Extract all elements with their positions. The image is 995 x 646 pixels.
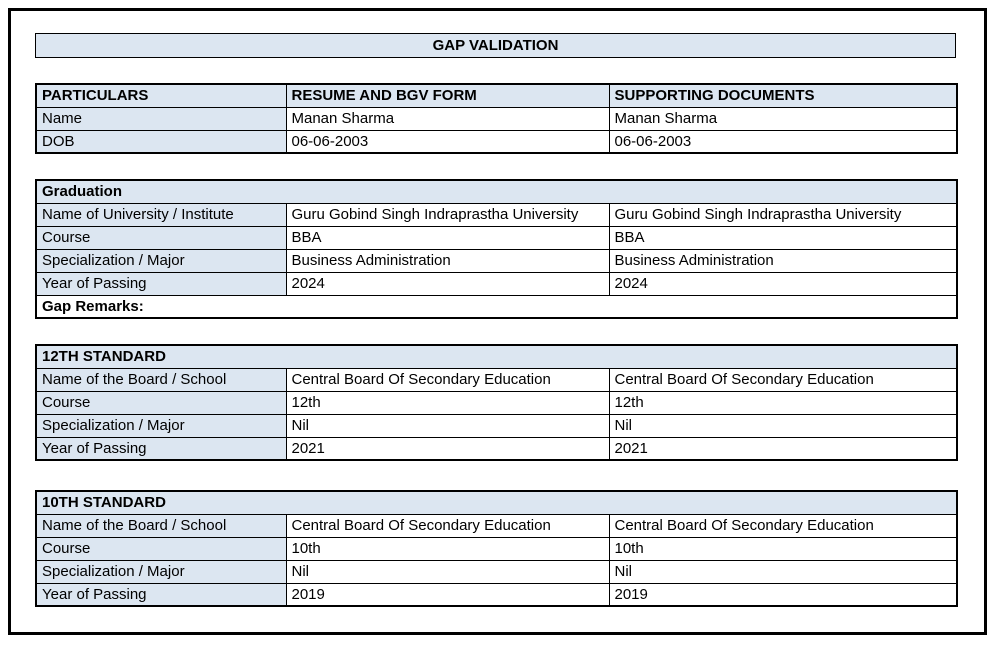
document-title: GAP VALIDATION xyxy=(432,37,559,54)
section-title-tenth: 10TH STANDARD xyxy=(35,490,958,515)
twelfth-board-supporting-value: Central Board Of Secondary Education xyxy=(608,367,958,392)
table-row-grad-year: Year of Passing 2024 2024 xyxy=(35,271,958,296)
graduation-title-row: Graduation xyxy=(35,179,958,204)
tenth-specialization-supporting-value: Nil xyxy=(608,559,958,584)
row-label-university: Name of University / Institute xyxy=(35,202,287,227)
twelfth-standard-table: 12TH STANDARD Name of the Board / School… xyxy=(35,344,959,461)
column-header-resume-bgv: RESUME AND BGV FORM xyxy=(285,83,610,108)
twelfth-course-supporting-value: 12th xyxy=(608,390,958,415)
particulars-table: PARTICULARS RESUME AND BGV FORM SUPPORTI… xyxy=(35,83,958,154)
column-header-supporting-docs: SUPPORTING DOCUMENTS xyxy=(608,83,958,108)
column-header-particulars: PARTICULARS xyxy=(35,83,287,108)
grad-specialization-supporting-value: Business Administration xyxy=(608,248,958,273)
row-label-grad-specialization: Specialization / Major xyxy=(35,248,287,273)
tenth-year-resume-value: 2019 xyxy=(285,582,610,607)
row-label-grad-year: Year of Passing xyxy=(35,271,287,296)
table-row-name: Name Manan Sharma Manan Sharma xyxy=(35,106,958,131)
table-row-dob: DOB 06-06-2003 06-06-2003 xyxy=(35,129,958,154)
grad-course-supporting-value: BBA xyxy=(608,225,958,250)
table-row-twelfth-board: Name of the Board / School Central Board… xyxy=(35,367,958,392)
grad-course-resume-value: BBA xyxy=(285,225,610,250)
tenth-course-resume-value: 10th xyxy=(285,536,610,561)
table-row-grad-specialization: Specialization / Major Business Administ… xyxy=(35,248,958,273)
tenth-year-supporting-value: 2019 xyxy=(608,582,958,607)
tenth-board-supporting-value: Central Board Of Secondary Education xyxy=(608,513,958,538)
gap-remarks-row: Gap Remarks: xyxy=(35,294,958,319)
dob-supporting-value: 06-06-2003 xyxy=(608,129,958,154)
tenth-course-supporting-value: 10th xyxy=(608,536,958,561)
tenth-title-row: 10TH STANDARD xyxy=(35,490,958,515)
row-label-twelfth-course: Course xyxy=(35,390,287,415)
page-frame: GAP VALIDATION PARTICULARS RESUME AND BG… xyxy=(8,8,987,635)
table-row-twelfth-year: Year of Passing 2021 2021 xyxy=(35,436,958,461)
section-title-twelfth: 12TH STANDARD xyxy=(35,344,958,369)
twelfth-year-resume-value: 2021 xyxy=(285,436,610,461)
table-row-grad-course: Course BBA BBA xyxy=(35,225,958,250)
row-label-twelfth-specialization: Specialization / Major xyxy=(35,413,287,438)
table-row-university: Name of University / Institute Guru Gobi… xyxy=(35,202,958,227)
table-row-tenth-course: Course 10th 10th xyxy=(35,536,958,561)
particulars-header-row: PARTICULARS RESUME AND BGV FORM SUPPORTI… xyxy=(35,83,958,108)
university-resume-value: Guru Gobind Singh Indraprastha Universit… xyxy=(285,202,610,227)
university-supporting-value: Guru Gobind Singh Indraprastha Universit… xyxy=(608,202,958,227)
twelfth-title-row: 12TH STANDARD xyxy=(35,344,958,369)
twelfth-specialization-resume-value: Nil xyxy=(285,413,610,438)
row-label-dob: DOB xyxy=(35,129,287,154)
twelfth-course-resume-value: 12th xyxy=(285,390,610,415)
row-label-tenth-year: Year of Passing xyxy=(35,582,287,607)
row-label-twelfth-year: Year of Passing xyxy=(35,436,287,461)
row-label-name: Name xyxy=(35,106,287,131)
name-resume-value: Manan Sharma xyxy=(285,106,610,131)
name-supporting-value: Manan Sharma xyxy=(608,106,958,131)
twelfth-specialization-supporting-value: Nil xyxy=(608,413,958,438)
tenth-specialization-resume-value: Nil xyxy=(285,559,610,584)
twelfth-board-resume-value: Central Board Of Secondary Education xyxy=(285,367,610,392)
grad-year-supporting-value: 2024 xyxy=(608,271,958,296)
gap-remarks-label: Gap Remarks: xyxy=(35,294,958,319)
graduation-table: Graduation Name of University / Institut… xyxy=(35,179,958,319)
grad-year-resume-value: 2024 xyxy=(285,271,610,296)
tenth-standard-table: 10TH STANDARD Name of the Board / School… xyxy=(35,490,959,607)
row-label-tenth-specialization: Specialization / Major xyxy=(35,559,287,584)
twelfth-year-supporting-value: 2021 xyxy=(608,436,958,461)
row-label-tenth-course: Course xyxy=(35,536,287,561)
row-label-tenth-board: Name of the Board / School xyxy=(35,513,287,538)
section-title-graduation: Graduation xyxy=(35,179,958,204)
table-row-tenth-specialization: Specialization / Major Nil Nil xyxy=(35,559,958,584)
document-title-bar: GAP VALIDATION xyxy=(35,33,956,58)
grad-specialization-resume-value: Business Administration xyxy=(285,248,610,273)
table-row-twelfth-course: Course 12th 12th xyxy=(35,390,958,415)
document-content: GAP VALIDATION PARTICULARS RESUME AND BG… xyxy=(35,33,959,607)
table-row-twelfth-specialization: Specialization / Major Nil Nil xyxy=(35,413,958,438)
table-row-tenth-year: Year of Passing 2019 2019 xyxy=(35,582,958,607)
dob-resume-value: 06-06-2003 xyxy=(285,129,610,154)
table-row-tenth-board: Name of the Board / School Central Board… xyxy=(35,513,958,538)
tenth-board-resume-value: Central Board Of Secondary Education xyxy=(285,513,610,538)
row-label-twelfth-board: Name of the Board / School xyxy=(35,367,287,392)
row-label-grad-course: Course xyxy=(35,225,287,250)
